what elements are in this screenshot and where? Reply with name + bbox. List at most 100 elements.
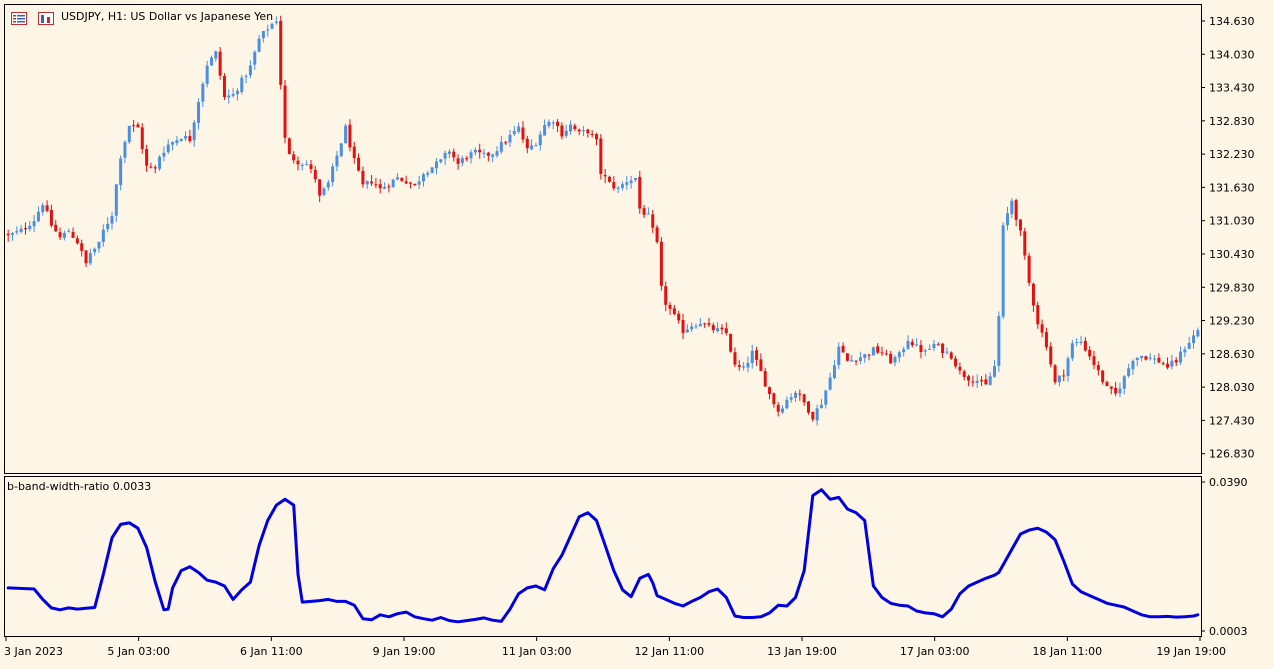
bear-candle [1053,364,1057,385]
bear-candle [941,342,945,359]
candle-body [114,184,118,216]
time-tick-label: 13 Jan 19:00 [767,645,837,658]
bull-candle [1170,354,1174,370]
candle-body [1092,356,1096,365]
candle-body [993,366,997,377]
candle-body [80,243,84,251]
bear-candle [958,362,962,375]
chart-bars-icon[interactable] [38,10,54,25]
bear-candle [478,143,482,159]
bear-candle [703,322,707,328]
bull-candle [716,322,720,333]
candle-body [525,138,529,149]
candle-body [625,182,629,185]
bull-candle [1122,375,1126,395]
bear-candle [6,229,10,242]
candle-body [1157,357,1161,363]
bear-candle [1083,337,1087,352]
candle-body [283,85,287,138]
bear-candle [724,322,728,336]
price-tick-label: 126.830 [1209,448,1255,461]
bull-candle [119,155,123,191]
bear-candle [525,135,529,154]
candle-body [421,174,425,182]
candle-body [274,21,278,23]
candle-body [383,187,387,189]
bear-candle [729,333,733,353]
candle-body [214,51,218,59]
bull-candle [67,228,71,233]
indicator-panel[interactable] [6,488,1200,624]
price-tick-label: 130.430 [1209,248,1255,261]
candle-body [685,329,689,333]
bull-candle [110,211,114,230]
bear-candle [910,338,914,348]
bear-candle [49,204,53,228]
candle-body [166,144,170,153]
bear-candle [880,346,884,356]
candle-body [858,357,862,361]
bull-candle [789,393,793,403]
bull-candle [322,186,326,197]
bear-candle [1161,361,1165,366]
candle-body [119,158,123,185]
candle-body [876,346,880,353]
candle-body [1010,200,1014,214]
bear-candle [607,175,611,183]
candle-body [832,365,836,378]
bear-candle [296,156,300,171]
bear-candle [318,179,322,203]
candle-body [1135,357,1139,361]
candle-body [62,232,66,238]
bull-candle [426,170,430,178]
bear-candle [1166,357,1170,370]
bull-candle [832,359,836,380]
bear-candle [378,178,382,194]
bull-candle [62,230,66,241]
candle-body [1083,340,1087,351]
candle-body [547,121,551,127]
candle-body [318,179,322,196]
candle-body [184,135,188,139]
candle-body [1131,360,1135,370]
bull-candle [1001,222,1005,320]
candle-body [443,152,447,159]
candle-body [54,224,58,232]
candle-body [175,140,179,144]
candle-body [949,352,953,359]
bull-candle [184,131,188,141]
candle-body [1036,305,1040,325]
bear-candle [586,128,590,138]
candle-body [962,371,966,378]
bear-candle [23,222,27,235]
candle-body [1192,335,1196,344]
bull-candle [508,129,512,147]
candle-body [599,138,603,174]
candle-body [439,159,443,163]
candle-body [932,343,936,349]
time-tick-label: 17 Jan 03:00 [900,645,970,658]
candle-body [10,233,14,235]
candle-body [763,370,767,387]
bull-candle [975,374,979,389]
candle-body [19,228,23,232]
indicator-tick-label: 0.0390 [1209,476,1248,489]
bear-candle [80,239,84,257]
candle-body [772,393,776,405]
candle-body [127,125,131,142]
bear-candle [772,392,776,408]
candle-body [153,167,157,169]
candle-body [646,213,650,215]
candle-body [270,23,274,29]
chart-list-icon[interactable] [11,10,27,25]
bear-candle [486,151,490,162]
bear-candle [651,209,655,233]
bear-candle [1114,381,1118,397]
candle-body [257,38,261,52]
bear-candle [348,119,352,152]
candle-body [694,326,698,328]
candle-body [1105,382,1109,387]
bull-candle [850,354,854,362]
candle-body [482,152,486,154]
